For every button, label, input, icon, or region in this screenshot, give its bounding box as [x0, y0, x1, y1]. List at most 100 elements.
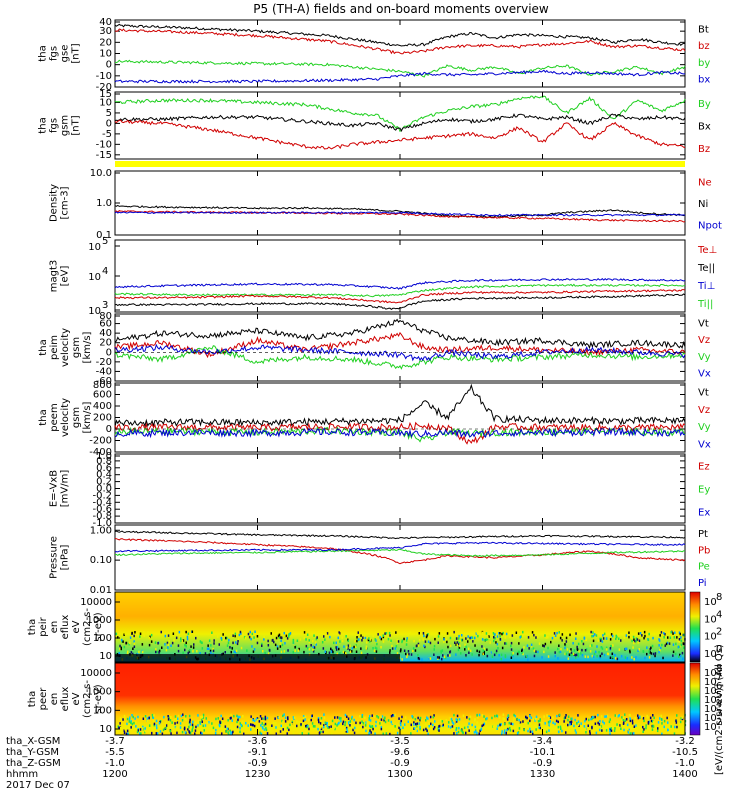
spectrogram-pixel [270, 731, 272, 734]
spectrogram-pixel [678, 645, 680, 648]
spectrogram-pixel [280, 724, 282, 728]
spectrogram-pixel [221, 638, 223, 641]
spectrogram-pixel [329, 635, 331, 639]
spectrogram-pixel [465, 731, 467, 735]
spectrogram-pixel [660, 631, 663, 634]
spectrogram-pixel [230, 650, 232, 654]
ylabel-line: peim [49, 335, 60, 360]
spectrogram-pixel [436, 732, 438, 735]
ytick-label: 15 [99, 89, 112, 100]
spectrogram-pixel [501, 632, 503, 636]
spectrogram-pixel [643, 630, 646, 634]
spectrogram-pixel [623, 636, 625, 639]
spectrogram-pixel [405, 643, 408, 646]
spectrogram-pixel [518, 727, 521, 730]
spectrogram-pixel [631, 639, 633, 643]
spectrogram-pixel [126, 729, 129, 733]
spectrogram-pixel [645, 726, 647, 730]
ylabel-line: sr-eV) [93, 684, 104, 713]
colorbar-tick-exp: 0 [716, 644, 722, 655]
spectrogram-pixel [316, 636, 318, 639]
spectrogram-pixel [204, 724, 207, 727]
spectrogram-pixel [453, 630, 455, 634]
spectrogram-pixel [616, 657, 619, 661]
spectrogram-pixel [308, 648, 311, 651]
spectrogram-pixel [607, 652, 610, 656]
spectrogram-pixel [273, 640, 275, 644]
ylabel-line: eV [71, 620, 82, 633]
spectrogram-pixel [296, 724, 298, 728]
spectrogram-pixel [144, 729, 146, 733]
spectrogram-pixel [239, 715, 241, 719]
spectrogram-pixel [349, 720, 352, 723]
spectrogram-pixel [349, 649, 351, 652]
spectrogram-pixel [503, 722, 506, 726]
spectrogram-pixel [222, 633, 224, 636]
spectrogram-pixel [117, 636, 119, 639]
spectrogram-pixel [336, 716, 339, 719]
spectrogram-pixel [495, 641, 497, 644]
spectrogram-pixel [561, 729, 563, 733]
spectrogram-pixel [318, 731, 321, 735]
spectrogram-pixel [604, 732, 606, 735]
spectrogram-pixel [504, 655, 507, 659]
ytick-label: 0.4 [96, 470, 112, 481]
spectrogram-pixel [477, 716, 479, 719]
spectrogram-pixel [515, 631, 518, 634]
spectrogram-pixel [347, 647, 349, 650]
spectrogram-pixel [478, 653, 480, 657]
spectrogram-pixel [381, 715, 384, 718]
ylabel-line: peir [38, 616, 49, 636]
spectrogram-pixel [379, 722, 381, 725]
spectrogram-pixel [237, 717, 240, 720]
spectrogram-pixel [195, 636, 197, 640]
spectrogram-pixel [346, 728, 348, 731]
spectrogram-pixel [448, 721, 450, 724]
spectrogram-pixel [570, 653, 573, 657]
spectrogram-pixel [527, 729, 529, 733]
series-bx-line [114, 69, 686, 84]
spectrogram-pixel [390, 720, 392, 724]
spectrogram-pixel [661, 643, 663, 647]
spectrogram-pixel [158, 651, 160, 654]
spectrogram-pixel [357, 631, 359, 634]
spectrogram-pixel [642, 717, 645, 720]
spectrogram-pixel [475, 730, 477, 733]
spectrogram-pixel [620, 727, 622, 730]
spectrogram-pixel [615, 657, 617, 660]
spectrogram-pixel [307, 724, 309, 728]
spectrogram-pixel [407, 653, 409, 656]
xaxis-value: -5.5 [105, 747, 125, 758]
spectrogram-pixel [377, 633, 379, 636]
spectrogram-pixel [260, 724, 262, 727]
spectrogram-pixel [609, 647, 612, 650]
spectrogram-pixel [670, 725, 672, 728]
spectrogram-pixel [307, 646, 309, 650]
spectrogram-pixel [439, 719, 442, 722]
spectrogram-pixel [390, 632, 393, 636]
spectrogram-pixel [547, 636, 549, 639]
spectrogram-pixel [649, 648, 651, 651]
spectrogram-pixel [574, 718, 576, 722]
spectrogram-pixel [148, 724, 151, 727]
spectrogram-pixel [325, 731, 327, 734]
spectrogram-pixel [437, 731, 439, 734]
spectrogram-pixel [263, 635, 265, 639]
spectrogram-pixel [400, 719, 402, 723]
spectrogram-pixel [373, 715, 376, 718]
spectrogram-pixel [549, 716, 552, 719]
spectrogram-pixel [182, 639, 185, 642]
spectrogram-pixel [629, 714, 631, 717]
spectrogram-pixel [584, 655, 587, 658]
spectrogram-pixel [667, 721, 669, 724]
spectrogram-pixel [264, 722, 267, 726]
spectrogram-pixel [208, 639, 211, 642]
spectrogram-pixel [554, 722, 556, 726]
spectrogram-pixel [533, 633, 535, 637]
spectrogram-pixel [184, 648, 186, 652]
spectrogram-pixel [359, 721, 361, 725]
spectrogram-pixel [527, 721, 529, 725]
spectrogram-pixel [419, 725, 421, 729]
spectrogram-pixel [418, 632, 420, 635]
